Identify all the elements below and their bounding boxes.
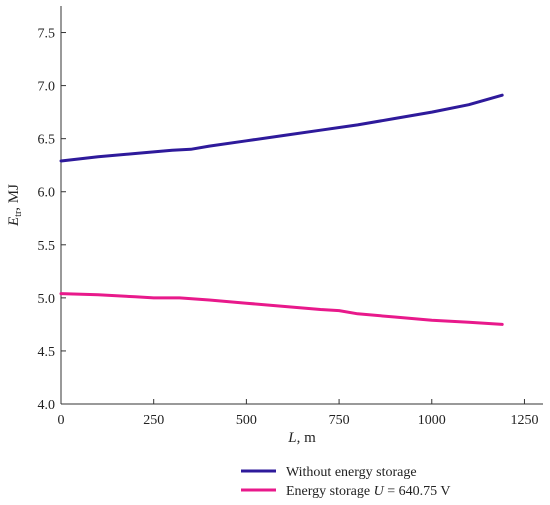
series-line-2 bbox=[59, 292, 504, 326]
y-axis-variable: E bbox=[6, 217, 22, 227]
y-tick-label: 4.0 bbox=[38, 398, 56, 413]
y-tick-label: 7.0 bbox=[38, 80, 56, 95]
x-axis-title: L, m bbox=[287, 430, 316, 446]
y-tick-label: 7.5 bbox=[38, 27, 56, 42]
series-line-1 bbox=[59, 93, 504, 163]
x-axis-variable: L bbox=[287, 430, 296, 446]
x-tick-label: 1250 bbox=[510, 413, 538, 428]
x-tick-label: 500 bbox=[236, 413, 257, 428]
x-tick-label: 250 bbox=[143, 413, 164, 428]
x-tick-label: 750 bbox=[329, 413, 350, 428]
y-tick-label: 5.5 bbox=[38, 239, 56, 254]
y-tick-label: 4.5 bbox=[38, 345, 56, 360]
plot-area: 0 250 500 750 1000 1250 4.0 4.5 5.0 5.5 6.0 6.5 7.0… bbox=[38, 6, 543, 428]
x-tick-label: 0 bbox=[58, 413, 65, 428]
y-axis-subscript: tr bbox=[13, 210, 24, 217]
series-lines bbox=[59, 93, 504, 326]
x-tick-label: 1000 bbox=[418, 413, 446, 428]
x-axis-ticks: 0 250 500 750 1000 1250 bbox=[58, 399, 538, 428]
y-tick-label: 5.0 bbox=[38, 292, 56, 307]
legend-label-1: Without energy storage bbox=[286, 465, 417, 480]
y-tick-label: 6.0 bbox=[38, 186, 56, 201]
legend-label-2: Energy storage U = 640.75 V bbox=[286, 484, 451, 499]
y-axis-ticks: 4.0 4.5 5.0 5.5 6.0 6.5 7.0 7.5 bbox=[38, 27, 66, 413]
y-axis-unit: , MJ bbox=[6, 184, 22, 211]
y-axis-title: Etr, MJ bbox=[6, 184, 24, 227]
legend: Without energy storage Energy storage U =… bbox=[241, 465, 451, 499]
y-tick-label: 6.5 bbox=[38, 133, 56, 148]
x-axis-unit: , m bbox=[297, 430, 317, 446]
